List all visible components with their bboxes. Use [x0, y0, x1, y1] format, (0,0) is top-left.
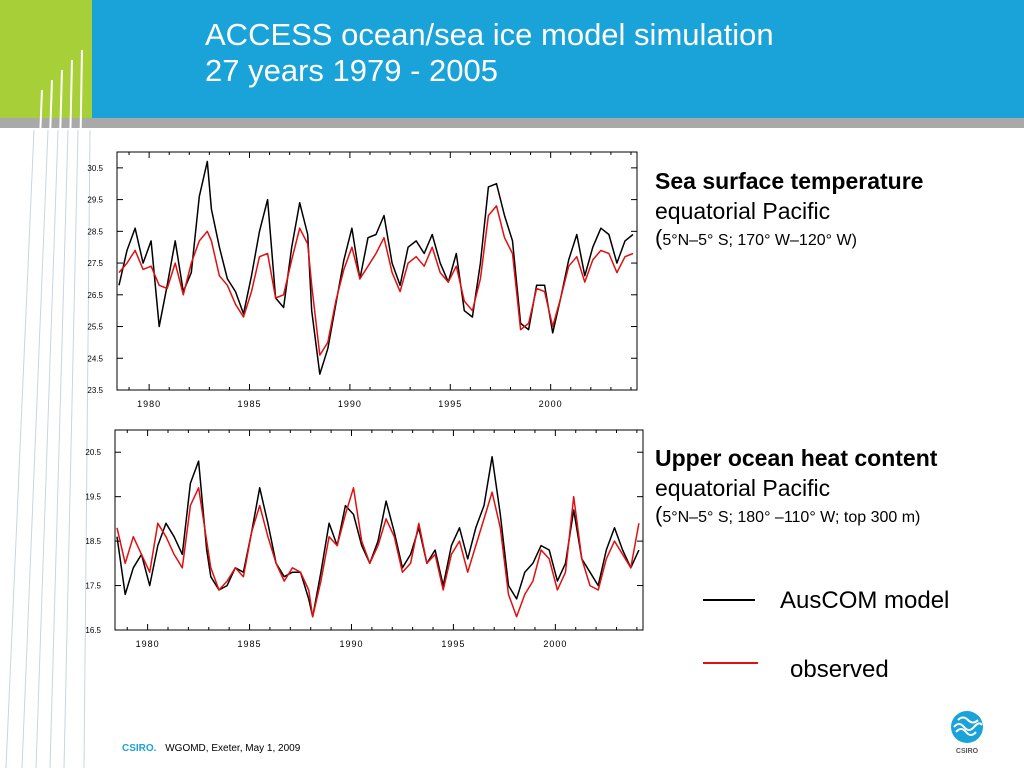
x-tick-label: 1985 [238, 639, 262, 649]
logo-wave [957, 716, 979, 724]
header-bar [0, 0, 1024, 118]
x-tick-label: 1990 [338, 399, 362, 409]
stripe [69, 49, 83, 768]
series-line-observed [118, 205, 634, 356]
x-tick-label: 1990 [339, 639, 363, 649]
y-tick-label: 20.5 [85, 448, 101, 457]
slide-title-line1: ACCESS ocean/sea ice model simulation [205, 17, 774, 52]
header-shadow [0, 118, 1024, 128]
sst-region-close: ) [851, 232, 857, 249]
series-line-observed [116, 487, 640, 618]
y-tick-label: 23.5 [87, 386, 103, 395]
footer-brand: CSIRO. [122, 743, 157, 754]
legend-model-label: AusCOM model [780, 587, 950, 614]
y-tick-label: 30.5 [87, 164, 103, 173]
series-line-auscom-model [118, 160, 634, 375]
heat-content-region-open: ( [655, 502, 663, 527]
footer: CSIRO. WGOMD, Exeter, May 1, 2009 [122, 743, 300, 754]
sst-region: (5°N–5° S; 170° W–120° W) [655, 226, 1024, 253]
legend-observed-label: observed [790, 656, 889, 683]
decorative-stripes [5, 49, 91, 768]
heat-content-region-text: 5°N–5° S; 180° –110° W; top 300 m) [662, 509, 921, 526]
stripe [21, 129, 49, 768]
y-tick-label: 16.5 [85, 626, 101, 635]
x-tick-label: 1995 [441, 639, 465, 649]
logo-wave [955, 728, 977, 736]
sst-chart: 23.5 24.5 25.5 26.5 27.5 28.5 29.5 30.5 1980 1985… [87, 151, 638, 409]
y-tick-label: 17.5 [85, 582, 101, 591]
y-tick-label: 27.5 [87, 259, 103, 268]
footer-text: WGOMD, Exeter, May 1, 2009 [165, 743, 301, 754]
y-tick-label: 25.5 [87, 323, 103, 332]
heat-content-description: Upper ocean heat content equatorial Paci… [655, 443, 1024, 530]
legend-model-swatch [703, 599, 755, 601]
heat-content-subtitle: equatorial Pacific [655, 475, 831, 501]
logo-text: CSIRO [956, 748, 979, 755]
slide-title-line2: 27 years 1979 - 2005 [205, 53, 498, 88]
stripe [5, 129, 35, 768]
stripe [13, 89, 43, 768]
x-tick-label: 2000 [543, 639, 567, 649]
sst-description: Sea surface temperature equatorial Pacif… [655, 166, 1024, 253]
y-tick-label: 24.5 [87, 354, 103, 363]
y-tick-label: 28.5 [87, 227, 103, 236]
stripe [63, 129, 79, 768]
sst-title: Sea surface temperature [655, 168, 924, 194]
logo-wave [953, 722, 983, 731]
plot-frame [116, 151, 638, 391]
header-green-block [0, 0, 92, 118]
x-tick-label: 1980 [136, 639, 160, 649]
stripe [27, 79, 53, 768]
heat-content-title: Upper ocean heat content [655, 445, 938, 471]
x-tick-label: 1980 [137, 399, 161, 409]
sst-region-text: 5°N–5° S; 170° W–120° W [662, 232, 852, 249]
sst-region-open: ( [655, 225, 663, 250]
sst-subtitle: equatorial Pacific [655, 198, 831, 224]
stripe [49, 129, 69, 768]
y-tick-label: 19.5 [85, 493, 101, 502]
stripe [35, 129, 59, 768]
heat-content-region: (5°N–5° S; 180° –110° W; top 300 m) [655, 503, 1024, 530]
plot-frame [114, 429, 644, 631]
slide-title: ACCESS ocean/sea ice model simulation 27… [205, 17, 774, 89]
stripe [83, 129, 91, 768]
stripe [55, 59, 73, 768]
x-tick-label: 2000 [539, 399, 563, 409]
logo-circle [951, 711, 983, 743]
heat-content-chart: 16.5 17.5 18.5 19.5 20.5 1980 1985 1990 1995 2000 [85, 429, 644, 649]
y-tick-label: 29.5 [87, 196, 103, 205]
x-tick-label: 1985 [237, 399, 261, 409]
stripe [41, 69, 63, 768]
csiro-logo-icon: CSIRO [951, 711, 983, 755]
y-tick-label: 26.5 [87, 291, 103, 300]
y-tick-label: 18.5 [85, 537, 101, 546]
x-tick-label: 1995 [438, 399, 462, 409]
legend-observed-swatch [703, 662, 758, 664]
